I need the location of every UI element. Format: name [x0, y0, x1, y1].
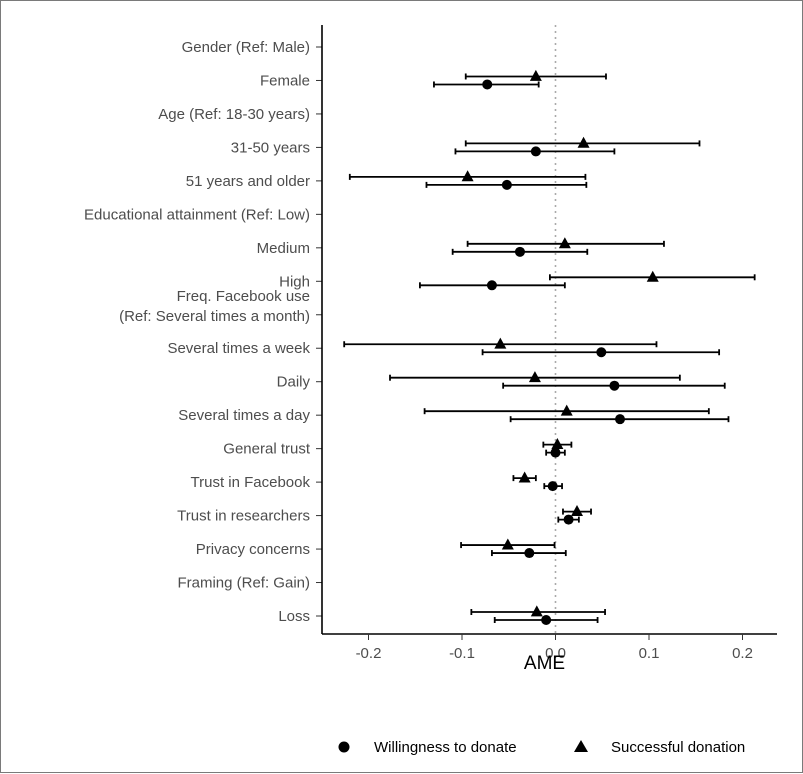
point-successful: [551, 438, 564, 450]
x-tick-label: 0.2: [732, 645, 753, 662]
point-successful: [518, 471, 531, 483]
category-label: 31-50 years: [231, 139, 310, 156]
category-label: Trust in Facebook: [191, 474, 311, 491]
category-label: Gender (Ref: Male): [182, 39, 310, 56]
category-label: Privacy concerns: [196, 541, 310, 558]
point-willingness: [514, 246, 525, 257]
x-axis-ticks: -0.2 -0.1 0.0 0.1 0.2: [356, 634, 753, 662]
point-successful: [494, 337, 507, 349]
category-label: Medium: [257, 240, 310, 257]
category-label: Loss: [278, 608, 310, 625]
category-label: 51 years and older: [186, 173, 310, 190]
x-tick-label: 0.1: [639, 645, 660, 662]
category-label: (Ref: Several times a month): [119, 308, 310, 325]
point-successful: [461, 170, 474, 182]
category-label: High: [279, 273, 310, 290]
point-willingness: [563, 514, 574, 525]
category-label: Framing (Ref: Gain): [177, 575, 310, 592]
point-successful: [646, 270, 659, 282]
legend-label: Willingness to donate: [374, 739, 517, 756]
point-successful: [571, 504, 584, 516]
point-willingness: [615, 414, 626, 425]
x-tick-label: -0.1: [449, 645, 475, 662]
point-willingness: [609, 380, 620, 391]
legend-key-willingness: [338, 741, 350, 753]
point-successful: [501, 538, 514, 550]
error-bars: [343, 73, 756, 623]
point-successful: [529, 69, 542, 81]
category-label: Several times a day: [178, 407, 310, 424]
point-successful: [558, 237, 571, 249]
point-willingness: [550, 447, 561, 458]
point-willingness: [596, 347, 607, 358]
category-label: Trust in researchers: [177, 508, 310, 525]
point-willingness: [547, 481, 558, 492]
point-markers: [461, 69, 659, 625]
category-label: Daily: [277, 374, 311, 391]
point-willingness: [530, 146, 541, 157]
category-label: General trust: [223, 441, 311, 458]
category-label: Educational attainment (Ref: Low): [84, 206, 310, 223]
x-tick-label: 0.0: [545, 645, 566, 662]
point-willingness: [482, 79, 493, 90]
point-willingness: [486, 280, 497, 291]
category-label: Age (Ref: 18-30 years): [158, 106, 310, 123]
point-successful: [560, 404, 573, 416]
x-axis-title: AME: [524, 653, 565, 674]
category-label: Female: [260, 72, 310, 89]
point-willingness: [501, 179, 512, 190]
point-successful: [577, 136, 590, 148]
legend-label: Successful donation: [611, 739, 745, 756]
category-label: Several times a week: [167, 340, 310, 357]
point-successful: [530, 605, 543, 617]
x-tick-label: -0.2: [356, 645, 382, 662]
point-willingness: [524, 548, 535, 559]
legend-key-successful: [574, 740, 588, 752]
category-label: Freq. Facebook use: [177, 288, 310, 305]
point-willingness: [541, 615, 552, 625]
category-labels: Gender (Ref: Male) Female Age (Ref: 18-30 …: [84, 39, 322, 625]
legend: Willingness to donate Successful donation: [338, 739, 745, 756]
point-successful: [528, 371, 541, 383]
axes: [321, 25, 777, 635]
